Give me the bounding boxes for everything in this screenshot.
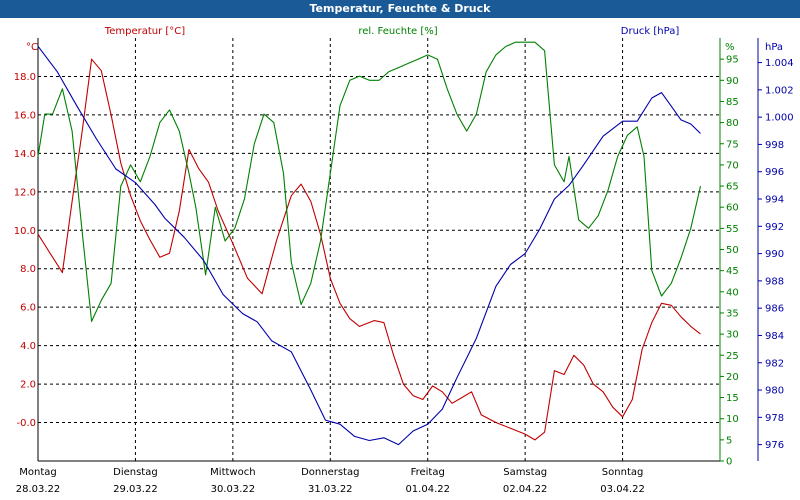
temperature-tick: 12.0	[14, 187, 36, 198]
temperature-tick: 14.0	[14, 149, 36, 160]
humidity-tick: 35	[726, 308, 739, 319]
pressure-tick: 986	[765, 304, 784, 315]
pressure-tick: 1.004	[765, 58, 794, 69]
humidity-tick: 65	[726, 182, 739, 193]
pressure-tick: 998	[765, 140, 784, 151]
temperature-tick: 10.0	[14, 226, 36, 237]
humidity-tick: 0	[726, 457, 732, 468]
humidity-unit-label: %	[725, 42, 735, 53]
pressure-tick: 978	[765, 413, 784, 424]
temperature-tick: 6.0	[20, 303, 36, 314]
temperature-axis-label: Temperatur [°C]	[104, 26, 185, 37]
x-date-label: 28.03.22	[16, 484, 61, 495]
x-day-label: Samstag	[503, 467, 547, 478]
pressure-tick: 984	[765, 331, 784, 342]
x-date-label: 30.03.22	[211, 484, 256, 495]
humidity-line	[37, 41, 702, 322]
grid-lines	[38, 38, 720, 461]
pressure-tick: 992	[765, 222, 784, 233]
temperature-tick: 2.0	[20, 380, 36, 391]
x-date-label: 31.03.22	[308, 484, 353, 495]
humidity-tick: 30	[726, 330, 739, 341]
humidity-tick: 75	[726, 139, 739, 150]
humidity-tick: 5	[726, 435, 732, 446]
pressure-tick: 1.002	[765, 85, 794, 96]
humidity-tick: 45	[726, 266, 739, 277]
humidity-tick: 55	[726, 224, 739, 235]
chart-area: Montag 28.03.22 Dienstag 29.03.22 Mittwoch 30…	[14, 26, 794, 495]
x-date-label: 03.04.22	[600, 484, 645, 495]
pressure-tick: 990	[765, 249, 784, 260]
x-day-label: Donnerstag	[301, 467, 359, 478]
pressure-tick: 1.000	[765, 113, 794, 124]
pressure-line	[37, 45, 701, 446]
pressure-tick: 980	[765, 386, 784, 397]
pressure-tick: 994	[765, 195, 784, 206]
temperature-tick: 16.0	[14, 110, 36, 121]
pressure-axis-label: Druck [hPa]	[621, 26, 680, 37]
humidity-tick: 25	[726, 351, 739, 362]
humidity-tick: 40	[726, 287, 739, 298]
pressure-tick: 996	[765, 167, 784, 178]
humidity-tick: 20	[726, 372, 739, 383]
pressure-tick: 988	[765, 276, 784, 287]
humidity-tick: 80	[726, 118, 739, 129]
x-day-label: Freitag	[411, 467, 445, 478]
x-day-label: Montag	[19, 467, 56, 478]
chart-title: Temperatur, Feuchte & Druck	[0, 0, 800, 18]
x-date-label: 01.04.22	[405, 484, 450, 495]
temperature-tick: 18.0	[14, 72, 36, 83]
x-day-label: Sonntag	[602, 467, 644, 478]
temperature-unit-label: °C	[26, 42, 38, 53]
humidity-tick: 85	[726, 97, 739, 108]
humidity-tick: 60	[726, 203, 739, 214]
humidity-axis-label: rel. Feuchte [%]	[358, 26, 437, 37]
tick-labels: Montag 28.03.22 Dienstag 29.03.22 Mittwoch 30…	[14, 55, 794, 495]
humidity-tick: 50	[726, 245, 739, 256]
x-date-label: 29.03.22	[113, 484, 158, 495]
series-lines	[37, 41, 702, 446]
temperature-line	[37, 58, 701, 441]
temperature-tick: -0.0	[16, 418, 36, 429]
humidity-tick: 90	[726, 76, 739, 87]
humidity-tick: 95	[726, 55, 739, 66]
humidity-tick: 70	[726, 160, 739, 171]
x-date-label: 02.04.22	[503, 484, 548, 495]
x-day-label: Mittwoch	[210, 467, 255, 478]
pressure-tick: 982	[765, 358, 784, 369]
humidity-tick: 10	[726, 414, 739, 425]
humidity-tick: 15	[726, 393, 739, 404]
pressure-unit-label: hPa	[765, 42, 783, 53]
temperature-tick: 8.0	[20, 264, 36, 275]
pressure-tick: 976	[765, 440, 784, 451]
temperature-tick: 4.0	[20, 341, 36, 352]
x-day-label: Dienstag	[113, 467, 158, 478]
axis-lines	[37, 38, 762, 462]
